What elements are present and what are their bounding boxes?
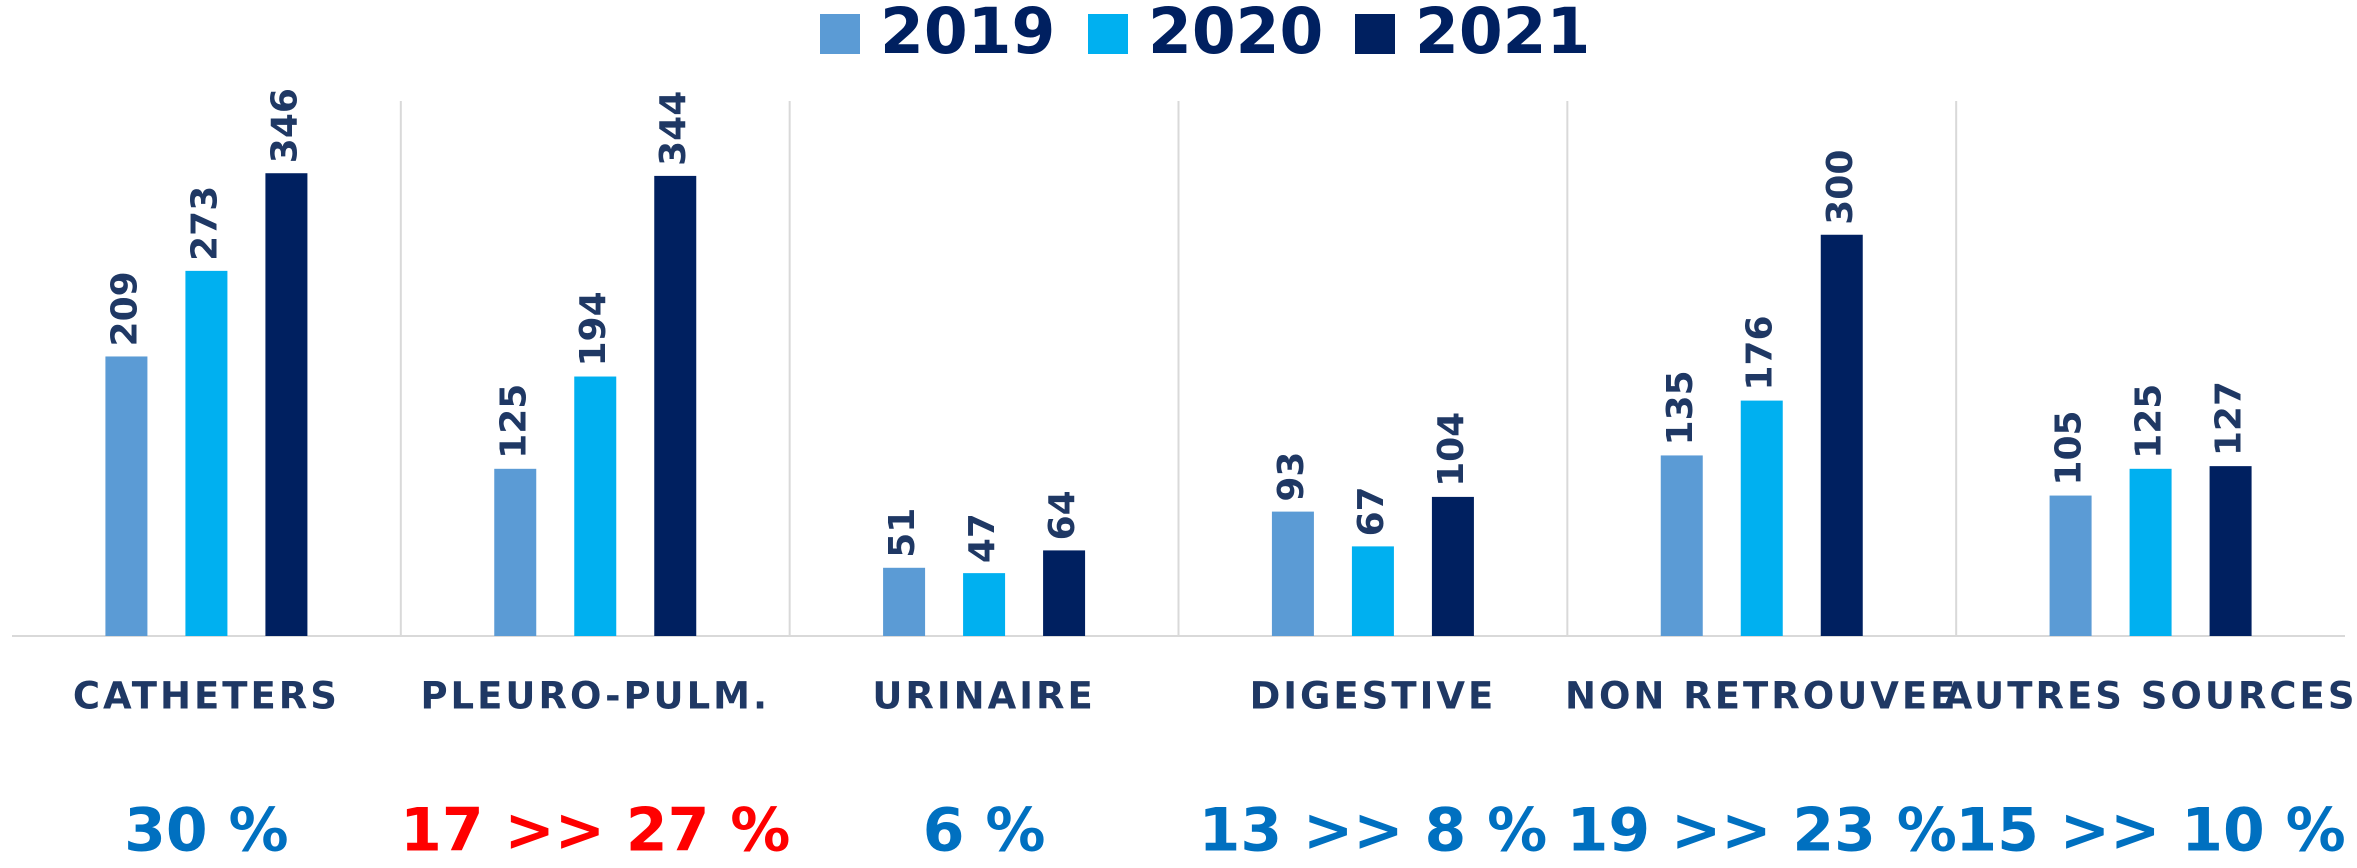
bar (1660, 455, 1703, 636)
x-tick-label: NON RETROUVEE (1565, 675, 1958, 718)
value-label: 67 (1351, 486, 1392, 536)
note: 6 % (923, 796, 1046, 866)
bar (883, 567, 926, 636)
note: 19 >> 23 % (1567, 796, 1957, 866)
legend-swatch (820, 14, 860, 54)
bar (2129, 468, 2172, 636)
bar (1431, 496, 1474, 636)
x-tick-label: PLEURO-PULM. (420, 675, 770, 718)
bar (1351, 546, 1394, 636)
value-label: 135 (1660, 370, 1701, 445)
value-label: 127 (2209, 381, 2250, 456)
bar (1820, 234, 1863, 636)
legend-label: 2020 (1148, 0, 1323, 68)
x-tick-label: CATHETERS (73, 675, 340, 718)
note: 13 >> 8 % (1199, 796, 1548, 866)
value-label: 344 (653, 91, 694, 166)
value-label: 346 (264, 88, 305, 163)
note: 30 % (124, 796, 289, 866)
value-label: 300 (1820, 150, 1861, 225)
bar (1740, 400, 1783, 636)
value-label: 176 (1740, 315, 1781, 390)
value-label: 47 (962, 513, 1003, 563)
value-label: 93 (1271, 452, 1312, 502)
legend-swatch (1355, 14, 1395, 54)
x-tick-label: AUTRES SOURCES (1944, 675, 2357, 718)
value-label: 64 (1042, 490, 1083, 540)
bar (654, 175, 697, 636)
note: 15 >> 10 % (1955, 796, 2345, 866)
x-tick-label: URINAIRE (872, 675, 1095, 718)
bar (2209, 466, 2252, 636)
value-label: 194 (573, 291, 614, 366)
value-label: 125 (2129, 384, 2170, 459)
bar (1271, 511, 1314, 636)
bar (1043, 550, 1086, 636)
bar (494, 468, 537, 636)
bar (265, 173, 308, 636)
bar (2049, 495, 2092, 636)
value-label: 104 (1431, 412, 1472, 487)
note: 17 >> 27 % (400, 796, 790, 866)
x-tick-label: DIGESTIVE (1250, 675, 1497, 718)
legend-swatch (1088, 14, 1128, 54)
value-label: 273 (184, 186, 225, 261)
value-label: 209 (104, 271, 145, 346)
bar (185, 270, 228, 636)
bar (574, 376, 617, 636)
legend-label: 2021 (1415, 0, 1590, 68)
value-label: 125 (493, 384, 534, 459)
bar (963, 573, 1006, 636)
value-label: 51 (882, 508, 923, 558)
bar (105, 356, 148, 636)
legend-label: 2019 (880, 0, 1055, 68)
value-label: 105 (2049, 410, 2090, 485)
